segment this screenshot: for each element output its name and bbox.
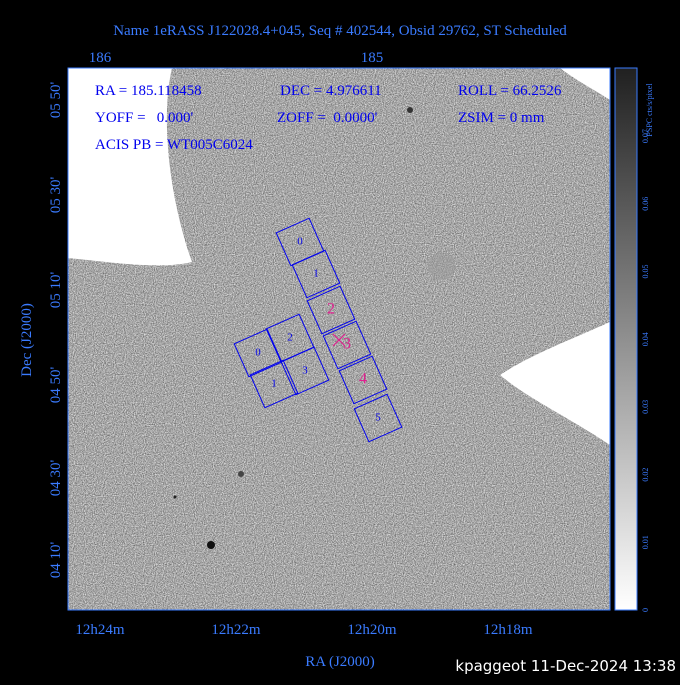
chip-label: 1 — [313, 268, 319, 280]
chip-label: 0 — [297, 236, 303, 248]
chip-label: 4 — [359, 371, 367, 388]
colorbar-tick-label: 0.04 — [641, 332, 650, 346]
info-dec: DEC = 4.976611 — [280, 83, 382, 99]
colorbar-tick-label: 0.02 — [641, 468, 650, 482]
chip-label: 2 — [327, 301, 335, 318]
title: Name 1eRASS J122028.4+045, Seq # 402544,… — [113, 23, 567, 39]
info-zsim: ZSIM = 0 mm — [458, 110, 545, 126]
sky-image — [68, 68, 610, 610]
chip — [280, 346, 330, 396]
left-tick-label: 05 10' — [48, 271, 64, 308]
bottom-tick-label: 12h24m — [75, 622, 125, 638]
left-tick-label: 05 30' — [48, 176, 64, 213]
left-tick-label: 04 10' — [48, 541, 64, 578]
x-axis-title: RA (J2000) — [305, 654, 375, 670]
chip — [353, 393, 403, 443]
chip — [291, 249, 341, 299]
y-axis-title: Dec (J2000) — [19, 303, 35, 377]
left-tick-label: 05 50' — [48, 81, 64, 118]
left-tick-label: 04 50' — [48, 366, 64, 403]
footer: kpaggeot 11-Dec-2024 13:38 — [455, 657, 676, 675]
info-ra: RA = 185.118458 — [95, 83, 202, 99]
colorbar-tick-label: 0.05 — [641, 265, 650, 279]
chip-label: 3 — [343, 336, 351, 353]
colorbar-label: PSPC cts/s/pixel — [645, 83, 654, 137]
left-tick-label: 04 30' — [48, 459, 64, 496]
bottom-tick-label: 12h20m — [347, 622, 397, 638]
top-tick-label: 185 — [361, 50, 384, 66]
chip-label: 2 — [287, 332, 293, 344]
info-zoff: ZOFF = 0.0000' — [277, 110, 378, 126]
colorbar-tick-label: 0.03 — [641, 400, 650, 414]
chip-label: 1 — [271, 378, 277, 390]
colorbar — [614, 67, 638, 611]
info-acis: ACIS PB = WT005C6024 — [95, 137, 253, 153]
chip — [306, 285, 356, 335]
chip — [249, 359, 299, 409]
chip-label: 3 — [302, 365, 308, 377]
plot-frame — [67, 67, 611, 611]
colorbar-tick-label: 0.06 — [641, 197, 650, 211]
aimpoint — [332, 333, 346, 347]
top-tick-label: 186 — [89, 50, 112, 66]
chip — [338, 355, 388, 405]
chip-label: 0 — [255, 347, 261, 359]
acis-chips: 0 2 1 3 0 1 2 3 4 5 — [233, 217, 403, 443]
chip — [322, 320, 372, 370]
colorbar-tick-label: 0.07 — [641, 129, 650, 143]
info-yoff: YOFF = 0.000' — [95, 110, 194, 126]
info-roll: ROLL = 66.2526 — [458, 83, 562, 99]
colorbar-tick-label: 0 — [641, 608, 650, 612]
bottom-tick-label: 12h18m — [483, 622, 533, 638]
chip — [233, 328, 283, 378]
bottom-tick-label: 12h22m — [211, 622, 261, 638]
colorbar-tick-label: 0.01 — [641, 535, 650, 549]
chip-label: 5 — [375, 412, 381, 424]
